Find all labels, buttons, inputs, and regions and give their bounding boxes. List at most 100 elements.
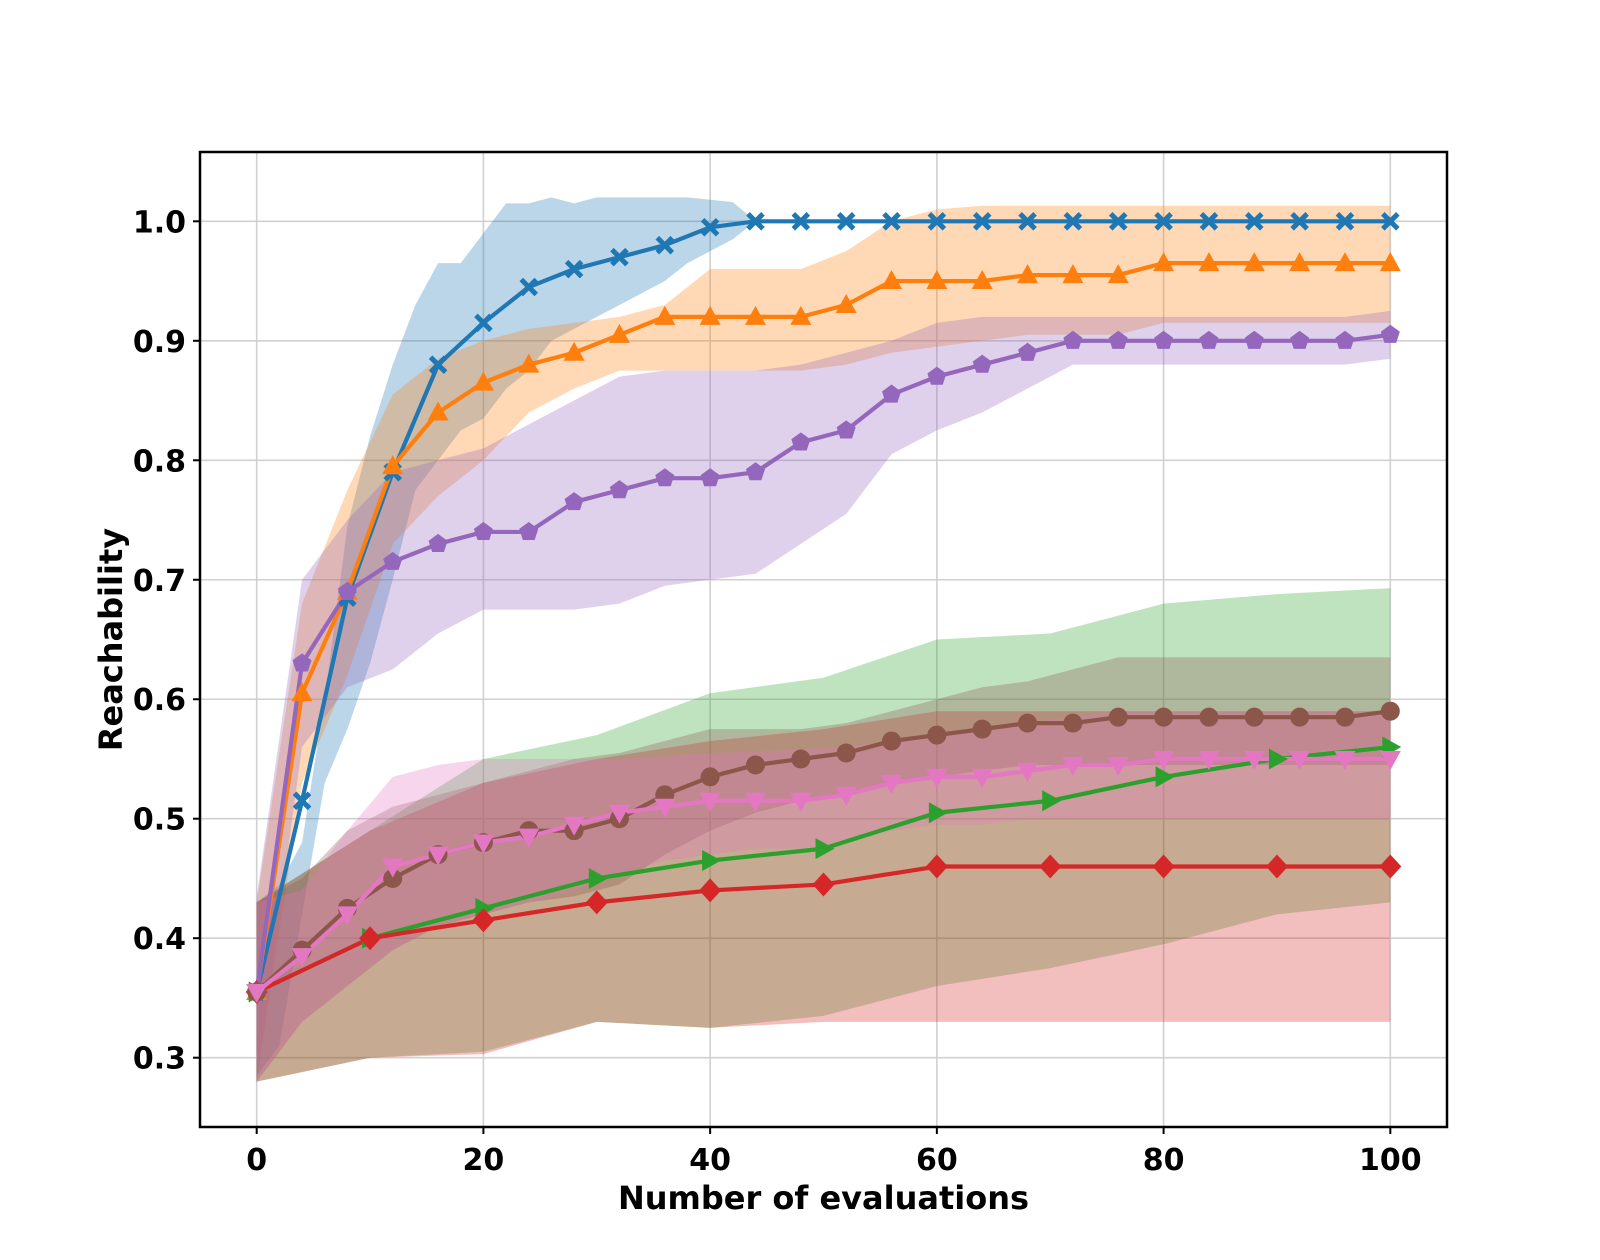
y-tick-label: 0.3 [133, 1042, 186, 1077]
purple-pentagon-point [745, 462, 765, 481]
brown-circle-point [927, 725, 947, 745]
pink-triangle-down-point [518, 828, 540, 848]
brown-circle-point [1063, 713, 1083, 733]
purple-pentagon-point [473, 521, 493, 541]
red-diamond-point [472, 908, 495, 933]
series-markers [245, 212, 1402, 1004]
blue-x-point [292, 791, 312, 811]
orange-triangle-point [835, 293, 857, 313]
blue-x-point [1108, 212, 1128, 231]
brown-circle-point [1108, 707, 1128, 727]
red-diamond-point [1039, 854, 1062, 879]
red-diamond-point [359, 926, 382, 951]
pink-triangle-down-point [1062, 756, 1084, 776]
pink-triangle-down-point [472, 834, 494, 854]
blue-x-point [836, 212, 856, 231]
y-tick-label: 1.0 [133, 205, 186, 240]
orange-triangle-point [1379, 252, 1401, 272]
red-diamond-point [925, 854, 948, 879]
pink-triangle-down-point [1243, 750, 1265, 770]
orange-triangle-point [427, 401, 449, 421]
blue-x-point [1381, 212, 1400, 231]
pink-triangle-down-point [608, 804, 630, 824]
brown-circle-point [1290, 707, 1310, 727]
pink-triangle-down-point [699, 792, 721, 812]
orange-triangle-point [563, 341, 585, 361]
blue-x-point [1018, 212, 1037, 231]
pink-triangle-down-point [1289, 750, 1311, 770]
pink-triangle-down-band [256, 711, 1391, 1082]
pink-triangle-down-point [1198, 750, 1220, 770]
purple-pentagon-point [1290, 330, 1310, 349]
green-triangle-right-point [1155, 766, 1175, 788]
pink-triangle-down-point [427, 846, 449, 866]
blue-x-point [1335, 212, 1355, 231]
red-diamond-point [812, 872, 835, 897]
brown-circle-point [1154, 707, 1174, 727]
purple-pentagon-point [337, 581, 357, 600]
purple-pentagon-point [791, 432, 811, 451]
purple-pentagon-point [383, 551, 403, 570]
blue-x-point [882, 212, 901, 231]
blue-x-point [746, 212, 765, 231]
blue-x-point [428, 355, 448, 374]
y-tick-label: 0.9 [133, 325, 186, 360]
pink-triangle-down-point [654, 798, 676, 818]
pink-triangle-down-point [790, 792, 812, 812]
orange-triangle-point [291, 682, 313, 702]
brown-circle-point [1335, 707, 1355, 727]
orange-triangle-point [699, 305, 721, 325]
y-axis-label: Reachability [92, 528, 130, 751]
pink-triangle-down-point [563, 816, 585, 836]
x-tick-label: 100 [1359, 1143, 1422, 1178]
red-diamond-point [699, 878, 722, 903]
x-axis-label: Number of evaluations [618, 1179, 1029, 1217]
pink-triangle-down-point [881, 774, 903, 794]
blue-x-point [972, 212, 992, 231]
blue-x-point [791, 212, 811, 231]
x-tick-label: 80 [1143, 1143, 1185, 1178]
y-tick-label: 0.4 [133, 922, 186, 957]
purple-pentagon-point [836, 420, 856, 439]
y-tick-label: 0.6 [133, 683, 186, 718]
orange-triangle-point [1107, 264, 1129, 284]
y-tick-label: 0.5 [133, 803, 186, 838]
axis-ticks: 0 20 40 60 80 100 0.3 0.4 0.5 0.6 0.7 0.8 0.9 1.0 [133, 205, 1422, 1178]
purple-pentagon-point [519, 521, 539, 541]
purple-pentagon-point [972, 354, 992, 373]
blue-x-point [474, 313, 493, 333]
purple-pentagon-point [609, 480, 629, 499]
brown-circle-point [791, 749, 811, 769]
blue-x-point [519, 277, 539, 297]
y-tick-label: 0.8 [133, 444, 186, 479]
blue-x-point [1245, 212, 1264, 231]
orange-triangle-point [1017, 264, 1039, 284]
orange-triangle-point [654, 305, 676, 325]
purple-pentagon-point [1063, 330, 1083, 349]
orange-triangle-point [971, 270, 993, 290]
x-tick-label: 60 [916, 1143, 958, 1178]
purple-pentagon-point [1018, 342, 1038, 361]
orange-triangle-line [254, 261, 1391, 993]
brown-circle-point [745, 755, 765, 775]
brown-circle-point [836, 743, 856, 763]
pink-triangle-down-point [1153, 750, 1175, 770]
orange-triangle-point [608, 323, 630, 343]
orange-triangle-point [1243, 252, 1265, 272]
orange-triangle-point [1289, 252, 1311, 272]
orange-triangle-point [518, 353, 540, 373]
purple-pentagon-point [927, 366, 947, 385]
purple-pentagon-point [700, 468, 720, 487]
blue-x-point [610, 247, 629, 267]
purple-pentagon-point [655, 468, 675, 487]
green-triangle-right-point [702, 850, 722, 872]
blue-x-point [564, 259, 584, 279]
blue-x-point [1199, 212, 1219, 231]
orange-triangle-band [256, 205, 1391, 1082]
pink-triangle-down-point [835, 786, 857, 806]
purple-pentagon-point [1380, 324, 1400, 343]
pink-triangle-down-point [1379, 750, 1401, 770]
purple-pentagon-point [428, 533, 448, 552]
